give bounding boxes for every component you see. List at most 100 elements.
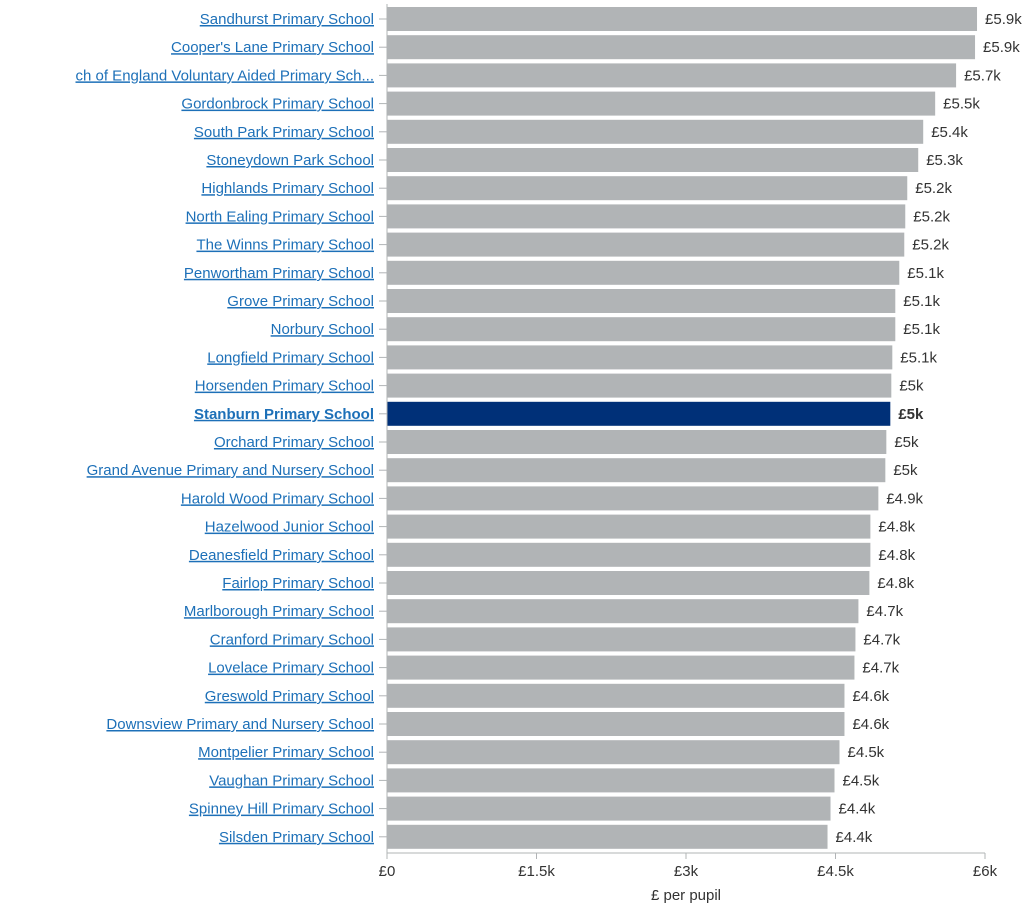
bar <box>387 35 976 60</box>
school-link[interactable]: Stanburn Primary School <box>194 406 374 423</box>
bar <box>387 655 855 680</box>
data-label: £4.5k <box>847 744 884 761</box>
data-label: £5.4k <box>931 124 968 141</box>
school-link[interactable]: Grove Primary School <box>227 293 374 310</box>
data-label: £4.7k <box>862 660 899 677</box>
school-link[interactable]: The Winns Primary School <box>196 237 374 254</box>
data-label: £4.6k <box>852 716 889 733</box>
bar <box>387 373 892 398</box>
bar <box>387 232 905 257</box>
bar <box>387 599 859 624</box>
x-tick-label: £0 <box>379 863 396 880</box>
data-label: £4.9k <box>886 490 923 507</box>
bar <box>387 712 845 736</box>
school-link[interactable]: Montpelier Primary School <box>198 744 374 761</box>
category-labels: Sandhurst Primary School Cooper's Lane Pr… <box>76 11 387 846</box>
school-link[interactable]: Horsenden Primary School <box>195 378 374 395</box>
school-link[interactable]: Lovelace Primary School <box>208 660 374 677</box>
bar <box>387 768 835 793</box>
school-link[interactable]: Silsden Primary School <box>219 829 374 846</box>
data-label: £4.7k <box>866 603 903 620</box>
bar <box>387 571 870 595</box>
school-link[interactable]: Downsview Primary and Nursery School <box>106 716 374 733</box>
value-labels: £5.9k £5.9k £5.7k £5.5k £5.4k £5.3k £5.2k £5.2k… <box>836 11 1023 846</box>
data-label: £4.8k <box>877 575 914 592</box>
school-link[interactable]: Harold Wood Primary School <box>181 490 374 507</box>
school-link[interactable]: Orchard Primary School <box>214 434 374 451</box>
data-label: £4.6k <box>852 688 889 705</box>
data-label: £4.8k <box>878 519 915 536</box>
data-label: £5.2k <box>913 208 950 225</box>
data-label: £5k <box>894 434 919 451</box>
bar <box>387 740 840 765</box>
school-link[interactable]: Hazelwood Junior School <box>205 519 374 536</box>
school-link[interactable]: Highlands Primary School <box>201 180 374 197</box>
bar <box>387 260 900 285</box>
data-label: £5k <box>898 406 924 423</box>
bar <box>387 289 896 313</box>
school-link[interactable]: Longfield Primary School <box>207 349 374 366</box>
bar <box>387 514 871 539</box>
school-link[interactable]: Marlborough Primary School <box>184 603 374 620</box>
bar <box>387 458 886 483</box>
data-label: £4.4k <box>836 829 873 846</box>
bar <box>387 63 957 88</box>
school-link[interactable]: Fairlop Primary School <box>222 575 374 592</box>
x-tick-label: £6k <box>973 863 998 880</box>
x-axis-ticks: £0 £1.5k £3k £4.5k £6k <box>379 853 998 880</box>
bar-highlight <box>387 401 891 426</box>
bar <box>387 176 908 201</box>
bar <box>387 7 978 31</box>
bar <box>387 148 919 172</box>
data-label: £4.5k <box>843 772 880 789</box>
school-link[interactable]: Stoneydown Park School <box>206 152 374 169</box>
school-link[interactable]: South Park Primary School <box>194 124 374 141</box>
bar <box>387 91 936 116</box>
data-label: £5k <box>899 378 924 395</box>
bar <box>387 204 906 229</box>
school-link[interactable]: North Ealing Primary School <box>186 208 374 225</box>
data-label: £5.2k <box>912 237 949 254</box>
bar <box>387 824 828 849</box>
data-label: £5.5k <box>943 96 980 113</box>
bar <box>387 430 887 454</box>
bar <box>387 486 879 511</box>
data-label: £4.7k <box>863 631 900 648</box>
school-link[interactable]: Cranford Primary School <box>210 631 374 648</box>
data-label: £5.7k <box>964 67 1001 84</box>
data-label: £5.9k <box>983 39 1020 56</box>
x-tick-label: £1.5k <box>518 863 555 880</box>
bar <box>387 542 871 567</box>
school-link[interactable]: Sandhurst Primary School <box>200 11 374 28</box>
data-label: £4.4k <box>839 801 876 818</box>
data-label: £4.8k <box>878 547 915 564</box>
bar <box>387 317 896 342</box>
school-link[interactable]: Norbury School <box>271 321 374 338</box>
school-link[interactable]: Vaughan Primary School <box>209 772 374 789</box>
school-link[interactable]: Grand Avenue Primary and Nursery School <box>87 462 374 479</box>
bar <box>387 345 893 370</box>
data-label: £5.1k <box>903 321 940 338</box>
school-link[interactable]: Penwortham Primary School <box>184 265 374 282</box>
x-axis-title: £ per pupil <box>651 887 721 904</box>
school-link[interactable]: Gordonbrock Primary School <box>181 96 374 113</box>
school-link[interactable]: Spinney Hill Primary School <box>189 801 374 818</box>
data-label: £5.9k <box>985 11 1022 28</box>
data-label: £5.1k <box>900 349 937 366</box>
school-link[interactable]: Deanesfield Primary School <box>189 547 374 564</box>
data-label: £5.2k <box>915 180 952 197</box>
bars-layer <box>387 7 978 849</box>
school-link[interactable]: Cooper's Lane Primary School <box>171 39 374 56</box>
data-label: £5.1k <box>903 293 940 310</box>
bar <box>387 683 845 708</box>
x-tick-label: £4.5k <box>817 863 854 880</box>
school-link[interactable]: Greswold Primary School <box>205 688 374 705</box>
bar <box>387 796 831 821</box>
school-link[interactable]: ch of England Voluntary Aided Primary Sc… <box>76 67 375 84</box>
data-label: £5k <box>893 462 918 479</box>
bar <box>387 627 856 652</box>
bar <box>387 119 924 144</box>
data-label: £5.3k <box>926 152 963 169</box>
